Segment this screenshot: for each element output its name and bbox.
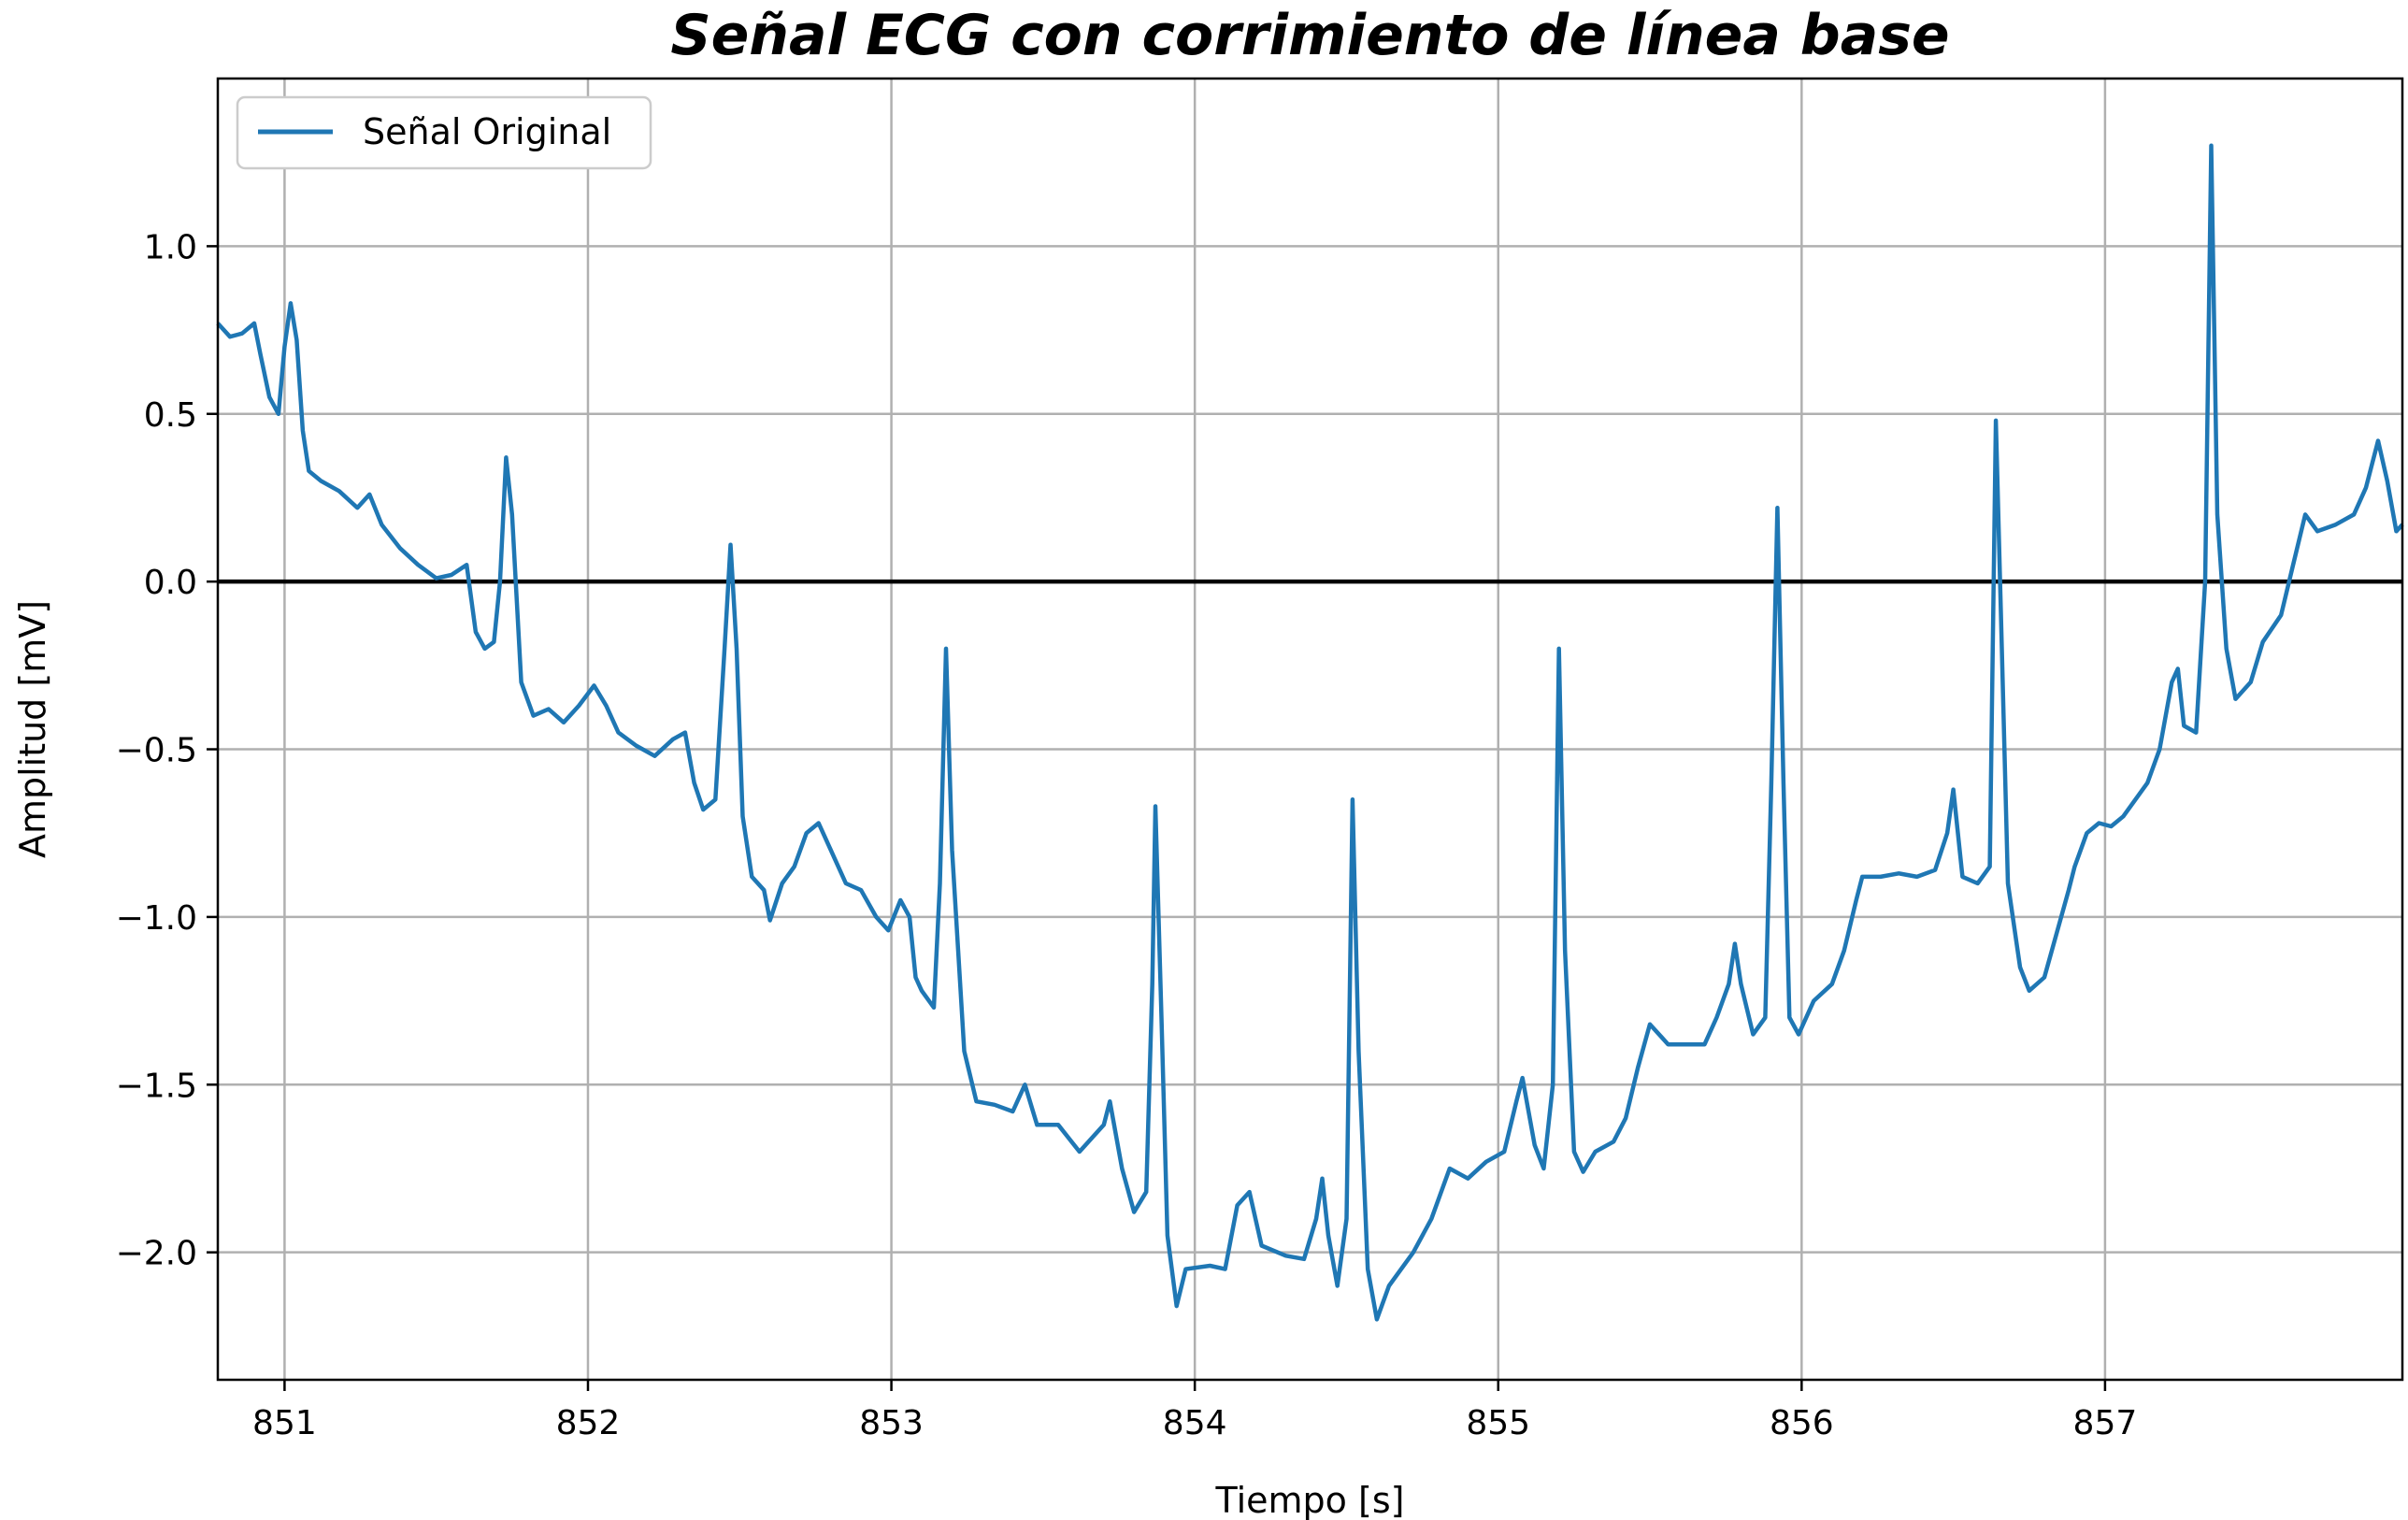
x-tick-label: 853 xyxy=(859,1404,924,1442)
legend: Señal Original xyxy=(236,95,652,170)
series-line xyxy=(216,143,2404,1322)
x-tick-label: 852 xyxy=(556,1404,621,1442)
legend-box xyxy=(236,95,652,170)
x-axis-label: Tiempo [s] xyxy=(1215,1480,1405,1520)
ticks: 851 852 853 854 855 856 857 1.0 0.5 0.0 −0.5 −1.0 −1… xyxy=(116,228,2138,1442)
y-axis-label: Amplitud [mV] xyxy=(12,600,53,858)
chart-title: Señal ECG con corrimiento de línea base xyxy=(670,3,1949,68)
x-tick-label: 857 xyxy=(2073,1404,2138,1442)
y-tick-label: −1.5 xyxy=(116,1067,197,1105)
y-tick-label: −0.5 xyxy=(116,732,197,770)
x-tick-label: 854 xyxy=(1163,1404,1227,1442)
x-tick-label: 856 xyxy=(1770,1404,1834,1442)
legend-label: Señal Original xyxy=(363,111,611,152)
y-tick-label: −1.0 xyxy=(116,899,197,938)
y-tick-label: 0.5 xyxy=(144,396,197,435)
y-tick-label: 0.0 xyxy=(144,564,197,602)
series-group xyxy=(216,143,2404,1322)
x-tick-label: 851 xyxy=(252,1404,317,1442)
y-tick-label: −2.0 xyxy=(116,1235,197,1273)
plot-frame xyxy=(216,77,2404,1382)
y-tick-label: 1.0 xyxy=(144,228,197,266)
x-tick-label: 855 xyxy=(1466,1404,1530,1442)
